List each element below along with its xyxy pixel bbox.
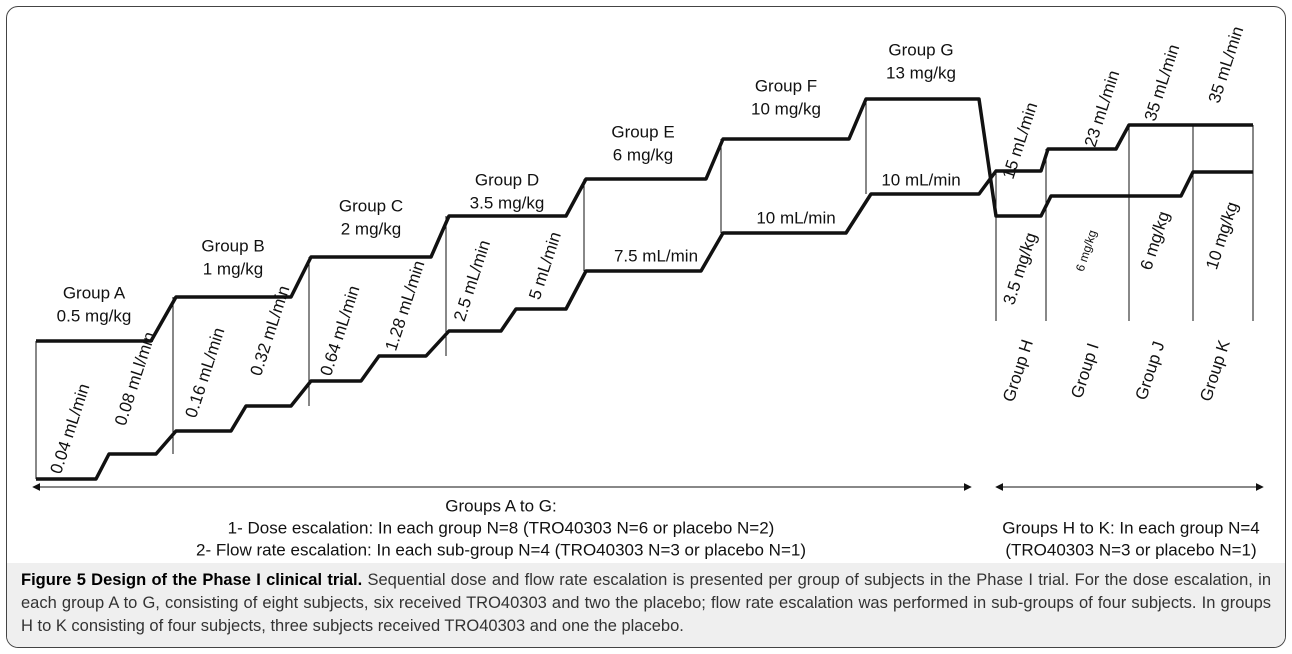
legend-line: 2- Flow rate escalation: In each sub-gro… [196, 540, 806, 559]
group-name: Group K [1196, 337, 1234, 404]
flow-rate: 10 mL/min [756, 208, 835, 227]
group-name: Group E [611, 122, 674, 141]
group-name: Group F [755, 76, 817, 95]
legend-line: 1- Dose escalation: In each group N=8 (T… [228, 518, 775, 537]
flow-rate: 23 mL/min [1081, 68, 1124, 149]
group-dose: 3.5 mg/kg [999, 230, 1040, 307]
flow-rate: 2.5 mL/min [450, 238, 494, 324]
flow-rate: 5 mL/min [525, 230, 565, 302]
flow-rate: 0.04 mL/min [47, 381, 94, 476]
caption-text: Sequential dose and flow rate escalation… [21, 571, 1271, 635]
flow-rate: 1.28 mL/min [382, 258, 429, 353]
group-dose: 6 mg/kg [613, 145, 673, 164]
caption: Figure 5 Design of the Phase I clinical … [7, 563, 1285, 647]
flow-line [36, 123, 1253, 481]
group-dose: 13 mg/kg [886, 63, 956, 82]
group-name: Group C [339, 196, 403, 215]
flow-rate: 0.08 mLl/min [111, 329, 159, 427]
flow-rate: 35 mL/min [1141, 42, 1184, 123]
dividers [35, 99, 1254, 479]
flow-rate: 10 mL/min [881, 170, 960, 189]
figure: Group A 0.5 mg/kg 0.04 mL/min 0.08 mLl/min G… [6, 6, 1286, 648]
group-dose: 3.5 mg/kg [470, 193, 545, 212]
group-name: Group B [201, 236, 264, 255]
group-name: Group D [475, 170, 539, 189]
caption-label: Figure 5 Design of the Phase I clinical … [21, 571, 363, 589]
group-dose: 10 mg/kg [751, 99, 821, 118]
legend-line: Groups H to K: In each group N=4 [1002, 518, 1260, 537]
flow-rate: 7.5 mL/min [614, 246, 698, 265]
group-name: Group J [1132, 339, 1169, 402]
flow-rate: 15 mL/min [999, 100, 1042, 181]
group-name: Group H [999, 337, 1037, 404]
group-dose: 0.5 mg/kg [57, 306, 132, 325]
group-name: Group I [1067, 341, 1103, 401]
dose-line [36, 97, 1253, 343]
flow-rate: 0.64 mL/min [317, 283, 364, 378]
legend-line: (TRO40303 N=3 or placebo N=1) [1005, 540, 1256, 559]
group-dose: 6 mg/kg [1137, 209, 1174, 272]
flow-rate: 35 mL/min [1205, 24, 1248, 105]
diagram: Group A 0.5 mg/kg 0.04 mL/min 0.08 mLl/min G… [32, 24, 1264, 559]
group-dose: 6 mg/kg [1073, 228, 1100, 273]
group-dose: 10 mg/kg [1202, 199, 1242, 271]
group-dose: 1 mg/kg [203, 259, 263, 278]
flow-rate: 0.16 mL/min [182, 325, 229, 420]
group-name: Group G [888, 40, 953, 59]
legend-title: Groups A to G: [445, 496, 557, 515]
group-name: Group A [63, 283, 126, 302]
group-dose: 2 mg/kg [341, 219, 401, 238]
